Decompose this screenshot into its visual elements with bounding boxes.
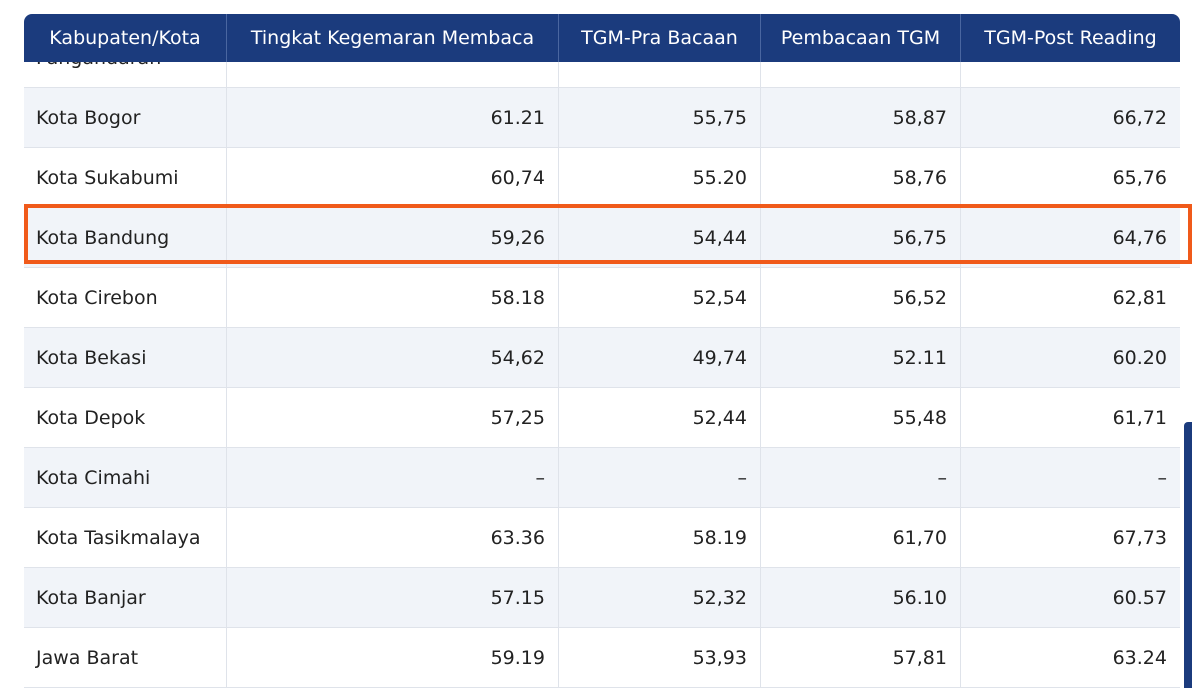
cell-value: 61,70 <box>892 527 947 549</box>
cell-value: 67,73 <box>1112 527 1167 549</box>
cell-value: 61,71 <box>1112 407 1167 429</box>
cell-value: 55.20 <box>692 167 747 189</box>
table-row <box>24 328 1180 388</box>
table-row <box>24 508 1180 568</box>
column-divider <box>960 28 961 688</box>
header-cell: Pembacaan TGM <box>760 14 960 62</box>
cell-value: 53,93 <box>692 647 747 669</box>
cell-value: 60.20 <box>1112 347 1167 369</box>
cell-value: 63.36 <box>490 527 545 549</box>
cell-name: Kota Bandung <box>36 227 170 249</box>
cell-value: – <box>1157 467 1168 489</box>
cell-value: 60,74 <box>490 167 545 189</box>
table-row <box>24 148 1180 208</box>
cell-name: Kota Bekasi <box>36 347 147 369</box>
cell-value: 66,72 <box>1112 107 1167 129</box>
scrollbar <box>1184 422 1192 688</box>
cell-name: Kota Cimahi <box>36 467 151 489</box>
cell-name: Jawa Barat <box>36 647 139 669</box>
cell-value: 58,87 <box>892 107 947 129</box>
cell-value: 58.19 <box>692 527 747 549</box>
cell-value: 52,54 <box>692 287 747 309</box>
column-divider <box>558 28 559 688</box>
cell-value: 56,75 <box>892 227 947 249</box>
table-row <box>24 88 1180 148</box>
cell-value: 49,74 <box>692 347 747 369</box>
header-cell: Kabupaten/Kota <box>49 27 201 49</box>
cell-value: 54,44 <box>692 227 747 249</box>
cell-name: Kota Depok <box>36 407 146 429</box>
table-row <box>24 448 1180 508</box>
column-divider <box>226 28 227 688</box>
cell-name: Kota Sukabumi <box>36 167 179 189</box>
cell-name: Kota Tasikmalaya <box>36 527 201 549</box>
cell-value: 64,76 <box>1112 227 1167 249</box>
cell-value: 59,26 <box>490 227 545 249</box>
cell-value: 57,81 <box>892 647 947 669</box>
cell-value: 57.15 <box>490 587 545 609</box>
header-cell: Tingkat Kegemaran Membaca <box>226 14 558 62</box>
table-row <box>24 268 1180 328</box>
cell-value: 61.21 <box>490 107 545 129</box>
cell-value: – <box>737 467 748 489</box>
column-divider <box>760 28 761 688</box>
cell-value: – <box>937 467 948 489</box>
cell-name: Kota Banjar <box>36 587 146 609</box>
cell-value: 57,25 <box>490 407 545 429</box>
cell-value: 60.57 <box>1112 587 1167 609</box>
header-cell: TGM-Post Reading <box>960 14 1180 62</box>
highlight-box <box>24 204 1192 264</box>
cell-value: 65,76 <box>1112 167 1167 189</box>
cell-value: 56,52 <box>892 287 947 309</box>
cell-name: Kota Cirebon <box>36 287 158 309</box>
cell-value: 62,81 <box>1112 287 1167 309</box>
cell-value: 63.24 <box>1112 647 1167 669</box>
cell-value: 52,32 <box>692 587 747 609</box>
table-row <box>24 208 1180 268</box>
cell-value: – <box>535 467 546 489</box>
header-cell: TGM-Pra Bacaan <box>558 14 760 62</box>
cell-value: 58,76 <box>892 167 947 189</box>
header-bar: Kabupaten/Kota Tingkat Kegemaran Membaca T… <box>24 14 1180 62</box>
table-row <box>24 568 1180 628</box>
cell-value: 52.11 <box>892 347 947 369</box>
cell-value: 55,48 <box>892 407 947 429</box>
cell-value: 52,44 <box>692 407 747 429</box>
cell-name: Kota Bogor <box>36 107 141 129</box>
cell-value: 54,62 <box>490 347 545 369</box>
cell-value: 56.10 <box>892 587 947 609</box>
cell-value: 59.19 <box>490 647 545 669</box>
cell-value: 55,75 <box>692 107 747 129</box>
cell-value: 58.18 <box>490 287 545 309</box>
table-row <box>24 388 1180 448</box>
